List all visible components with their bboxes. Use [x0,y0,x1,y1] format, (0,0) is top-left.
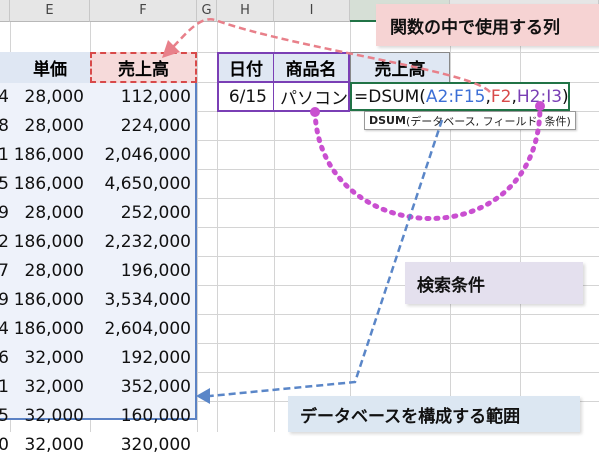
db-row-unit-price[interactable]: 186,000 [13,173,84,194]
formula-arg-criteria: H2:I3 [516,86,563,107]
column-header-h[interactable]: H [217,0,274,22]
column-header-d[interactable] [0,0,10,22]
function-tooltip: DSUM (データベース, フィールド, 条件) [364,111,576,130]
column-header-e[interactable]: E [10,0,90,22]
column-header-g[interactable]: G [197,0,217,22]
db-row-edge[interactable]: 1 [0,144,9,165]
db-row-sales[interactable]: 320,000 [120,434,191,455]
criteria-arc-end [535,101,545,111]
db-row-unit-price[interactable]: 32,000 [24,376,84,397]
criteria-value-product[interactable]: パソコン [274,83,350,112]
formula-cell[interactable]: =DSUM(A2:F15, F2, H2:I3) [350,82,570,111]
callout-column-used: 関数の中で使用する列 [376,4,599,46]
db-row-edge[interactable]: 9 [0,289,9,310]
db-row-edge[interactable]: 5 [0,173,9,194]
criteria-header-date[interactable]: 日付 [217,52,274,83]
db-row-sales[interactable]: 224,000 [120,115,191,136]
db-row-sales[interactable]: 2,232,000 [104,231,191,252]
db-row-edge[interactable]: 1 [0,376,9,397]
db-row-edge[interactable]: 2 [0,231,9,252]
db-row-unit-price[interactable]: 28,000 [24,260,84,281]
database-arrow-line [209,119,444,398]
db-row-unit-price[interactable]: 186,000 [13,144,84,165]
db-row-unit-price[interactable]: 186,000 [13,231,84,252]
db-row-unit-price[interactable]: 28,000 [24,202,84,223]
db-row-edge[interactable]: 4 [0,318,9,339]
criteria-arc-start [310,107,320,117]
db-row-sales[interactable]: 2,046,000 [104,144,191,165]
db-row-unit-price[interactable]: 32,000 [24,405,84,426]
db-row-sales[interactable]: 112,000 [120,86,191,107]
db-row-unit-price[interactable]: 186,000 [13,289,84,310]
db-row-sales[interactable]: 3,534,000 [104,289,191,310]
db-row-unit-price[interactable]: 28,000 [24,86,84,107]
db-row-edge[interactable]: 7 [0,260,9,281]
criteria-dotted-arc [312,103,543,221]
column-header-f[interactable]: F [90,0,197,22]
db-row-edge[interactable]: 4 [0,86,9,107]
db-header-edge [0,52,10,83]
db-row-sales[interactable]: 160,000 [120,405,191,426]
db-row-edge[interactable]: 5 [0,405,9,426]
db-row-unit-price[interactable]: 32,000 [24,347,84,368]
annotation-arrows [162,17,545,404]
column-header-i[interactable]: I [274,0,350,22]
db-row-sales[interactable]: 196,000 [120,260,191,281]
callout-criteria: 検索条件 [405,262,583,304]
db-header-unit-price[interactable]: 単価 [10,52,90,83]
db-row-unit-price[interactable]: 32,000 [24,434,84,455]
callout-database: データベースを構成する範囲 [288,396,580,432]
field-arrow-head [162,40,180,58]
db-row-sales[interactable]: 192,000 [120,347,191,368]
db-row-edge[interactable]: 8 [0,115,9,136]
db-row-edge[interactable]: 9 [0,202,9,223]
database-range-fill [0,82,197,420]
formula-arg-database: A2:F15 [425,86,486,107]
db-row-unit-price[interactable]: 28,000 [24,115,84,136]
criteria-header-product[interactable]: 商品名 [274,52,350,83]
db-row-unit-price[interactable]: 186,000 [13,318,84,339]
db-row-sales[interactable]: 2,604,000 [104,318,191,339]
db-row-edge[interactable]: 0 [0,434,9,455]
formula-arg-field: F2 [490,86,512,107]
db-row-sales[interactable]: 4,650,000 [104,173,191,194]
db-header-sales[interactable]: 売上高 [90,52,197,83]
database-arrow-head [196,388,210,404]
db-row-sales[interactable]: 252,000 [120,202,191,223]
criteria-value-date[interactable]: 6/15 [217,83,274,112]
field-arrow-line [171,17,491,93]
db-row-edge[interactable]: 6 [0,347,9,368]
db-row-sales[interactable]: 352,000 [120,376,191,397]
